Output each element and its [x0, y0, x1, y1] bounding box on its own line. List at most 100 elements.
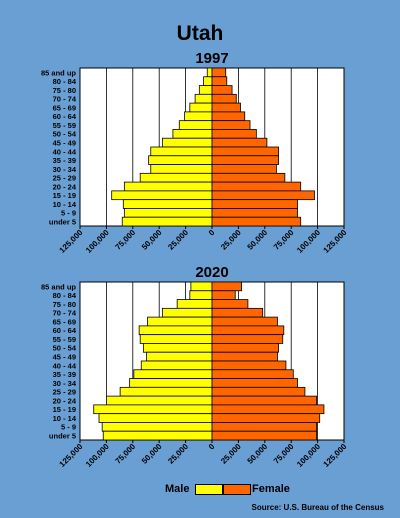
legend-female-swatch — [223, 484, 251, 495]
bar-female — [211, 85, 233, 95]
chart-title-2020: 2020 — [195, 264, 228, 281]
bar-male — [161, 137, 213, 148]
legend: Male Female — [0, 483, 400, 497]
bar-female — [211, 199, 298, 209]
x-tick-label: 50,000 — [246, 442, 270, 466]
legend-male-swatch — [195, 484, 223, 495]
category-label: 60 - 64 — [53, 112, 77, 121]
x-tick-label: 0 — [207, 228, 217, 238]
category-label: 60 - 64 — [53, 326, 77, 335]
category-label: 15 - 19 — [53, 191, 76, 200]
category-label: 75 - 80 — [53, 86, 76, 95]
category-label: 50 - 54 — [53, 130, 77, 139]
x-tick-label: 100,000 — [84, 442, 111, 469]
category-label: 30 - 34 — [53, 379, 77, 388]
bar-male — [176, 299, 213, 309]
bar-male — [139, 334, 213, 344]
category-label: 70 - 74 — [53, 95, 77, 104]
bar-male — [203, 76, 213, 86]
page-title: Utah — [176, 22, 224, 45]
bar-male — [146, 351, 213, 362]
bar-male — [189, 290, 213, 300]
bar-female — [211, 111, 246, 122]
category-label: under 5 — [49, 432, 76, 441]
category-label: under 5 — [49, 218, 76, 227]
bar-male — [178, 120, 213, 130]
legend-female-label: Female — [252, 483, 290, 495]
bar-male — [190, 281, 213, 292]
bar-male — [148, 155, 213, 165]
bar-female — [211, 93, 237, 104]
bar-male — [119, 386, 213, 397]
bar-female — [211, 172, 286, 183]
bar-female — [211, 208, 298, 218]
bar-male — [122, 199, 213, 209]
bar-male — [106, 395, 213, 406]
bar-male — [138, 325, 213, 336]
bar-female — [211, 325, 285, 336]
bar-female — [211, 216, 302, 227]
bar-female — [211, 120, 251, 130]
bar-female — [211, 404, 325, 415]
bar-male — [129, 378, 213, 388]
category-label: 25 - 29 — [53, 174, 76, 183]
category-label: 65 - 69 — [53, 103, 76, 112]
category-label: 55 - 59 — [53, 335, 76, 344]
bar-female — [211, 181, 302, 192]
bar-female — [211, 102, 241, 113]
bar-female — [211, 299, 249, 309]
bar-female — [211, 164, 277, 174]
category-label: 20 - 24 — [53, 396, 77, 405]
bar-male — [140, 360, 213, 371]
bar-female — [211, 386, 306, 397]
bar-female — [211, 378, 298, 388]
x-tick-label: 125,000 — [322, 228, 349, 255]
category-label: 5 - 9 — [61, 423, 76, 432]
category-label: 40 - 44 — [53, 361, 77, 370]
bar-male — [139, 172, 213, 183]
x-tick-label: 100,000 — [295, 442, 322, 469]
category-label: 50 - 54 — [53, 344, 77, 353]
bar-female — [211, 190, 315, 201]
bar-female — [211, 316, 278, 327]
category-label: 35 - 39 — [53, 156, 76, 165]
category-label: 80 - 84 — [53, 77, 77, 86]
category-label: 5 - 9 — [61, 209, 76, 218]
bar-male — [111, 190, 213, 201]
x-tick-label: 50,000 — [140, 228, 164, 252]
category-label: 85 and up — [41, 282, 76, 291]
bar-male — [194, 93, 213, 104]
bar-female — [211, 146, 279, 157]
bar-female — [211, 351, 278, 362]
bar-female — [211, 155, 279, 165]
chart-title-1997: 1997 — [195, 50, 228, 67]
x-tick-label: 25,000 — [219, 228, 243, 252]
bar-male — [98, 413, 213, 423]
source-note: Source: U.S. Bureau of the Census — [251, 503, 384, 512]
bar-male — [206, 67, 213, 78]
category-label: 55 - 59 — [53, 121, 76, 130]
bar-male — [150, 146, 213, 157]
bar-male — [184, 111, 213, 122]
x-tick-label: 100,000 — [295, 228, 322, 255]
bar-male — [189, 102, 213, 113]
bar-male — [150, 164, 213, 174]
category-label: 45 - 49 — [53, 139, 76, 148]
x-tick-label: 25,000 — [166, 442, 190, 466]
bar-female — [211, 281, 242, 292]
bar-male — [142, 343, 213, 353]
bar-female — [211, 369, 294, 379]
bar-female — [211, 290, 236, 300]
bar-male — [147, 316, 213, 327]
bar-male — [198, 85, 213, 95]
x-tick-label: 50,000 — [140, 442, 164, 466]
category-label: 75 - 80 — [53, 300, 76, 309]
category-label: 10 - 14 — [53, 200, 77, 209]
category-label: 15 - 19 — [53, 405, 76, 414]
legend-male-label: Male — [165, 483, 190, 495]
bar-male — [161, 307, 213, 318]
x-tick-label: 25,000 — [219, 442, 243, 466]
bar-male — [172, 129, 213, 139]
bar-female — [211, 360, 287, 371]
